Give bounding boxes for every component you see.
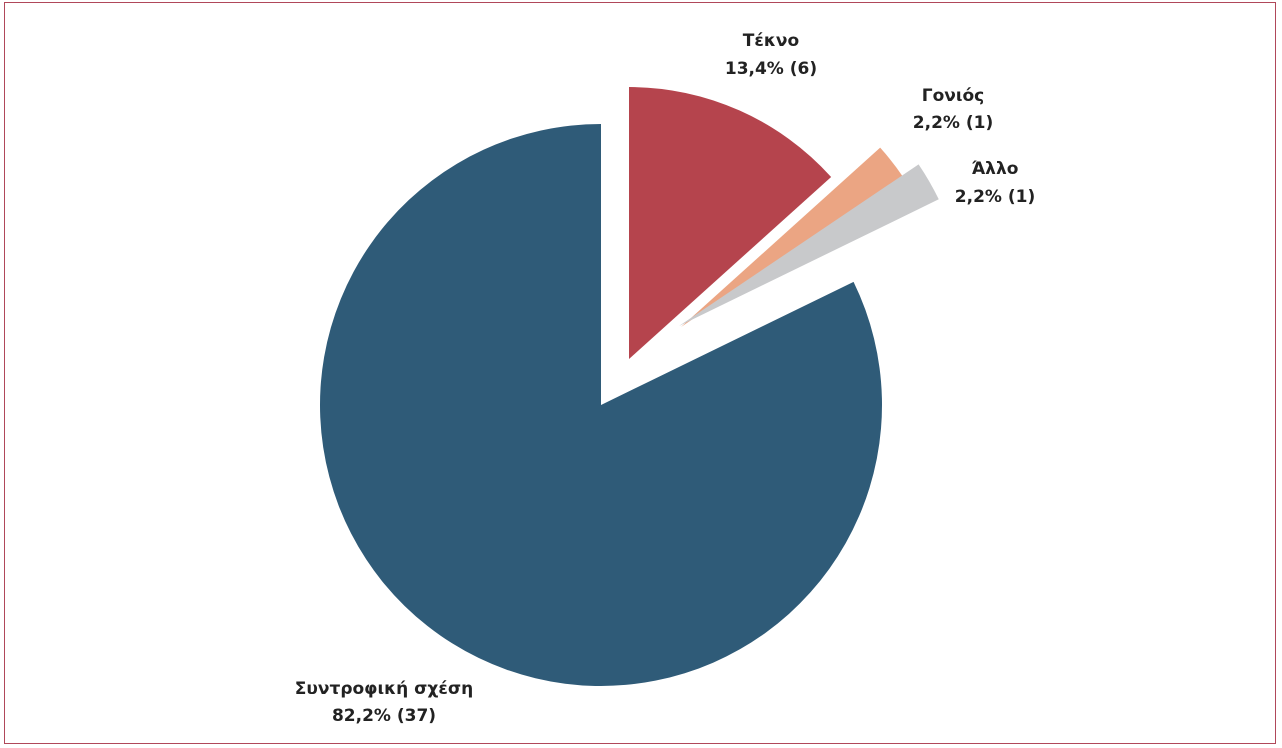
pie-slice	[681, 147, 904, 327]
slice-label-name: Συντροφική σχέση	[295, 679, 473, 699]
slice-label-name: Τέκνο	[743, 31, 799, 51]
pie-labels: Συντροφική σχέση 82,2% (37) Τέκνο 13,4% …	[295, 31, 1035, 726]
pie-slice	[629, 87, 832, 359]
slice-label-name: Γονιός	[922, 86, 984, 106]
slice-label-value: 13,4% (6)	[725, 59, 817, 79]
pie-slice	[679, 164, 939, 326]
pie-slice	[319, 124, 882, 686]
slice-label-value: 82,2% (37)	[332, 706, 436, 726]
slice-label-value: 2,2% (1)	[955, 187, 1035, 207]
slice-label-name: Άλλο	[972, 159, 1019, 179]
slice-label-value: 2,2% (1)	[913, 113, 993, 133]
pie-slices	[319, 87, 939, 686]
